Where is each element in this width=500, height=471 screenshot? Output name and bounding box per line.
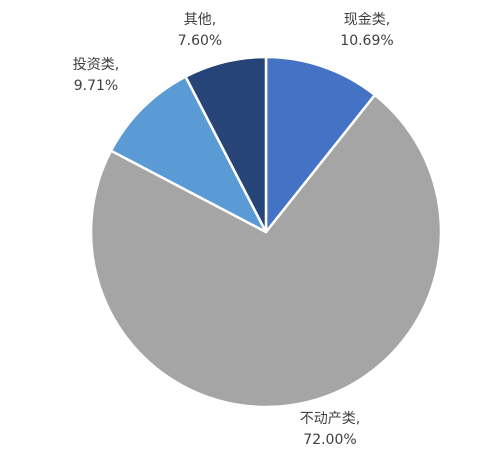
slice-label-value-0: 10.69%	[340, 33, 393, 49]
slice-label-name-3: 其他,	[184, 12, 216, 28]
slice-label-value-3: 7.60%	[178, 33, 222, 49]
slice-label-name-0: 现金类,	[344, 12, 390, 28]
pie-slice-3	[184, 55, 268, 234]
pie-slice-2	[109, 75, 268, 234]
slice-label-name-1: 不动产类,	[300, 411, 360, 427]
pie-slice-0	[264, 55, 377, 234]
pie-slice-1	[89, 93, 443, 409]
slice-label-value-1: 72.00%	[303, 432, 356, 448]
slice-label-name-2: 投资类,	[73, 57, 119, 73]
slice-label-value-2: 9.71%	[74, 78, 118, 94]
